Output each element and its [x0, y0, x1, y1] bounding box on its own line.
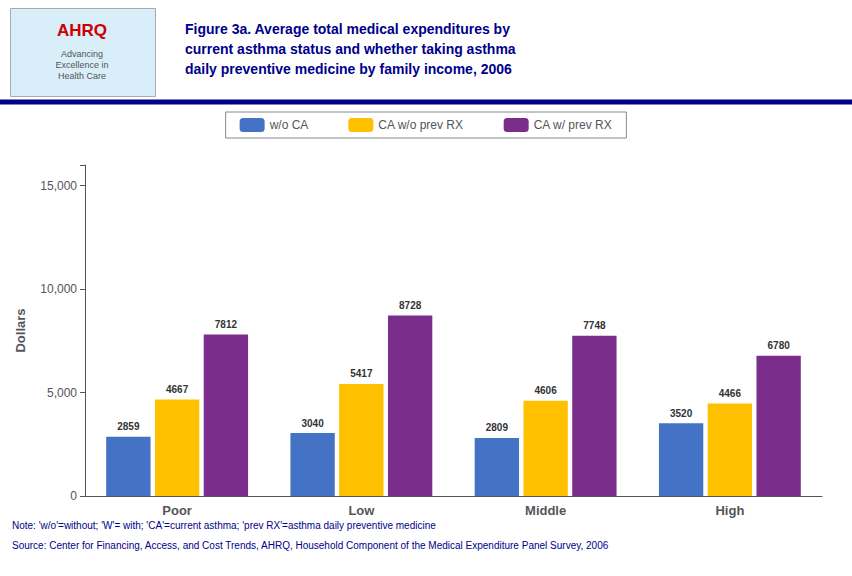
svg-text:2809: 2809 [486, 422, 509, 433]
svg-text:5417: 5417 [350, 368, 373, 379]
svg-text:Dollars: Dollars [13, 308, 28, 352]
svg-text:Note: 'w/o'=without; 'W'= with: Note: 'w/o'=without; 'W'= with; 'CA'=cur… [12, 520, 436, 531]
svg-text:Excellence in: Excellence in [55, 60, 108, 70]
svg-text:current asthma status and whet: current asthma status and whether taking… [185, 41, 516, 57]
svg-text:5,000: 5,000 [47, 386, 77, 400]
svg-text:High: High [715, 503, 744, 518]
svg-text:Low: Low [348, 503, 375, 518]
svg-text:CA w/o prev RX: CA w/o prev RX [378, 118, 463, 132]
svg-text:Middle: Middle [525, 503, 566, 518]
svg-text:7812: 7812 [215, 319, 238, 330]
svg-text:4466: 4466 [719, 388, 742, 399]
svg-text:Advancing: Advancing [61, 49, 103, 59]
svg-text:10,000: 10,000 [40, 282, 77, 296]
svg-text:Source: Center for Financing,: Source: Center for Financing, Access, an… [12, 540, 609, 551]
svg-text:Health Care: Health Care [58, 71, 106, 81]
svg-text:Poor: Poor [162, 503, 192, 518]
svg-text:AHRQ: AHRQ [57, 21, 107, 40]
svg-text:2859: 2859 [117, 421, 140, 432]
svg-text:4667: 4667 [166, 384, 189, 395]
svg-text:8728: 8728 [399, 300, 422, 311]
svg-text:3040: 3040 [301, 418, 324, 429]
svg-text:7748: 7748 [583, 320, 606, 331]
svg-text:15,000: 15,000 [40, 179, 77, 193]
svg-text:3520: 3520 [670, 408, 693, 419]
svg-text:w/o CA: w/o CA [269, 118, 309, 132]
svg-text:4606: 4606 [535, 385, 558, 396]
svg-text:daily preventive medicine by f: daily preventive medicine by family inco… [185, 61, 512, 77]
svg-text:6780: 6780 [768, 340, 791, 351]
svg-text:CA w/ prev RX: CA w/ prev RX [534, 118, 612, 132]
svg-text:Figure 3a. Average total medic: Figure 3a. Average total medical expendi… [185, 21, 510, 37]
svg-text:0: 0 [70, 489, 77, 503]
